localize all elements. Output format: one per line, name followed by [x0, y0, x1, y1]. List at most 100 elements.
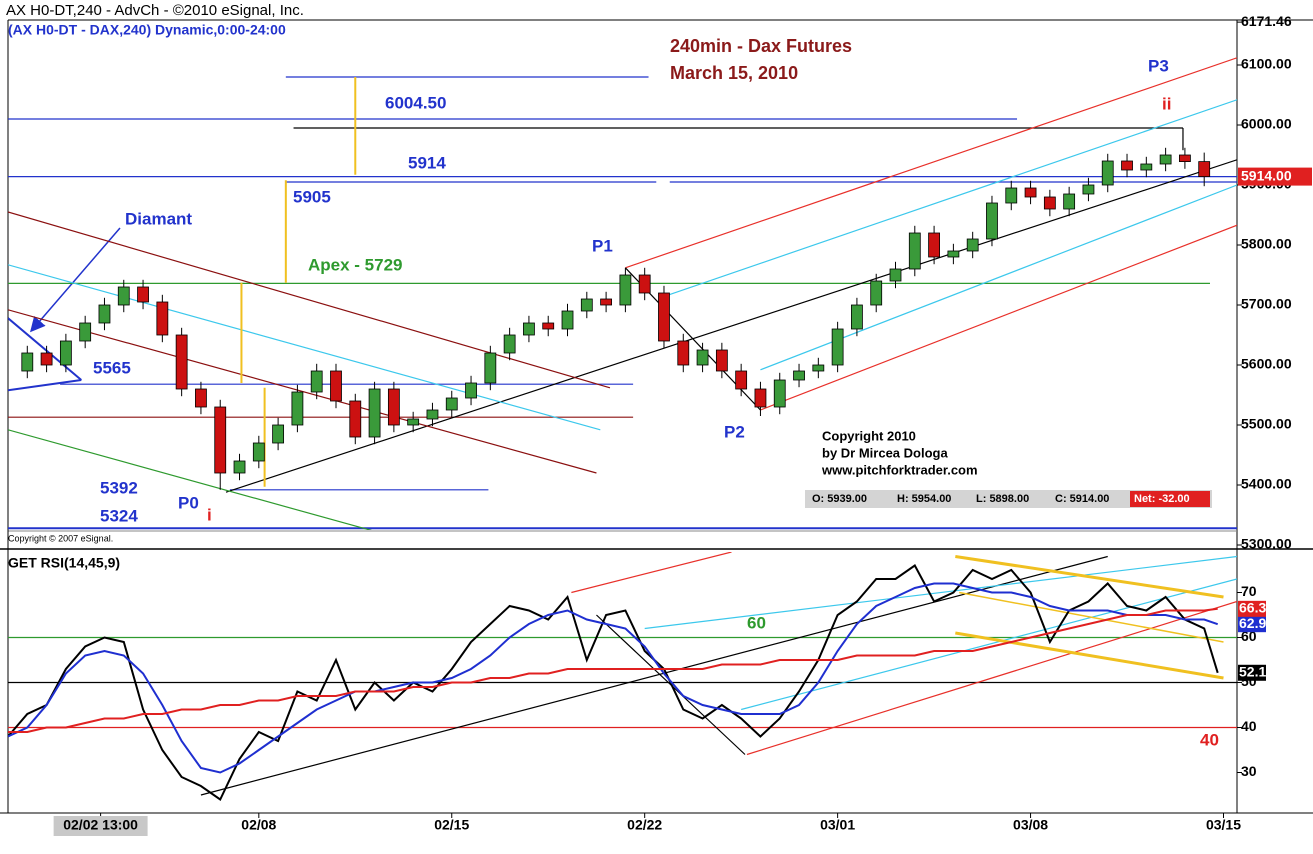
candle-body	[600, 298, 613, 306]
trend-line	[955, 555, 1224, 599]
candle-body	[966, 238, 979, 252]
trend-line	[571, 552, 732, 594]
x-tick-label: 03/15	[1206, 817, 1241, 833]
candle-body	[233, 460, 246, 474]
trend-line	[200, 555, 1108, 796]
candle-body	[59, 340, 72, 366]
rsi-line	[8, 582, 1219, 774]
candle-body	[812, 364, 825, 372]
candle-body	[715, 349, 728, 372]
y-tick-label: 5800.00	[1241, 236, 1292, 252]
rsi-line	[8, 607, 1218, 733]
info-net-box	[1130, 491, 1210, 507]
candle-body	[696, 349, 709, 366]
annotation: March 15, 2010	[670, 63, 798, 83]
candle-body	[1140, 163, 1153, 171]
candle-body	[407, 418, 420, 426]
x-tick-label: 02/02 13:00	[63, 817, 138, 833]
trend-line	[741, 578, 1237, 711]
y-tick-label: 6000.00	[1241, 116, 1292, 132]
y-tick-label: 5400.00	[1241, 476, 1292, 492]
rsi-line	[8, 564, 1219, 801]
candle-body	[117, 286, 130, 306]
y-tick-label: 6100.00	[1241, 56, 1292, 72]
candle-body	[465, 382, 477, 399]
candle-body	[1082, 184, 1095, 195]
annotation: 5905	[293, 187, 331, 206]
info-bar	[805, 490, 1212, 508]
candle-body	[252, 442, 265, 462]
arrow	[30, 227, 121, 333]
y-tick-label: 70	[1241, 583, 1257, 599]
y-tick-label: 40	[1241, 718, 1257, 734]
candle-body	[214, 406, 227, 474]
annotation: P0	[178, 493, 199, 512]
info-text: C: 5914.00	[1055, 493, 1109, 505]
info-text: Net: -32.00	[1134, 493, 1190, 505]
candle-body	[773, 379, 786, 408]
candle-body	[40, 352, 53, 366]
window-title: AX H0-DT,240 - AdvCh - ©2010 eSignal, In…	[6, 2, 304, 19]
y-tick-label: 5700.00	[1241, 296, 1292, 312]
candle-body	[542, 322, 555, 330]
trend-line	[659, 99, 1237, 299]
trend-line	[225, 159, 1237, 493]
trend-line	[8, 317, 82, 381]
trend-line	[8, 309, 597, 474]
y-tick-label: 6171.46	[1241, 13, 1292, 29]
trend-line	[760, 224, 1237, 411]
candle-body	[426, 409, 439, 420]
trend-line	[625, 57, 1237, 269]
y-tick-label: 5500.00	[1241, 416, 1292, 432]
candle-body	[986, 202, 998, 240]
y-tick-label: 30	[1241, 763, 1257, 779]
annotation: 5392	[100, 478, 138, 497]
annotation: 60	[747, 613, 766, 632]
last-value-box	[1238, 664, 1266, 681]
candle-body	[291, 391, 304, 426]
trend-line	[959, 591, 1224, 643]
trend-line	[746, 600, 1237, 756]
trend-line	[8, 429, 373, 530]
x-tick-label: 03/08	[1013, 817, 1048, 833]
candle-body	[272, 424, 285, 444]
candle-body	[21, 352, 34, 372]
candle-body	[870, 280, 883, 306]
price-plot	[8, 57, 1237, 530]
candle-body	[349, 400, 362, 438]
candle-body	[310, 370, 323, 393]
candle-body	[1159, 154, 1172, 165]
candle-body	[638, 274, 651, 294]
x-tick-label: 02/08	[241, 817, 276, 833]
annotation: P3	[1148, 56, 1169, 75]
last-value-box	[1238, 616, 1266, 633]
candle-body	[484, 352, 497, 384]
footnote: Copyright © 2007 eSignal.	[8, 533, 113, 543]
candle-body	[754, 388, 767, 408]
candle-body	[368, 388, 381, 438]
annotation: 40	[1200, 730, 1219, 749]
y-tick-label: 60	[1241, 628, 1257, 644]
price-label-box	[1238, 167, 1312, 186]
trend-line	[8, 264, 601, 431]
candle-body	[658, 292, 670, 342]
candle-body	[793, 370, 805, 381]
candle-body	[889, 268, 902, 282]
annotation: 240min - Dax Futures	[670, 36, 852, 56]
trend-line	[644, 555, 1237, 630]
annotation: 5324	[100, 506, 138, 525]
candle-body	[580, 298, 593, 312]
candle-body	[831, 328, 844, 366]
annotation: www.pitchforktrader.com	[821, 462, 978, 477]
rsi-plot	[8, 552, 1237, 801]
candle-body	[175, 334, 188, 390]
annotation: P2	[724, 422, 745, 441]
candle-body	[330, 370, 342, 402]
x-tick-box	[53, 816, 148, 836]
candle-body	[137, 286, 149, 303]
candle-body	[908, 232, 921, 270]
annotation: 5914	[408, 153, 446, 172]
last-value-label: 62.96	[1239, 615, 1274, 631]
candle-body	[851, 304, 863, 330]
x-tick-label: 02/22	[627, 817, 662, 833]
